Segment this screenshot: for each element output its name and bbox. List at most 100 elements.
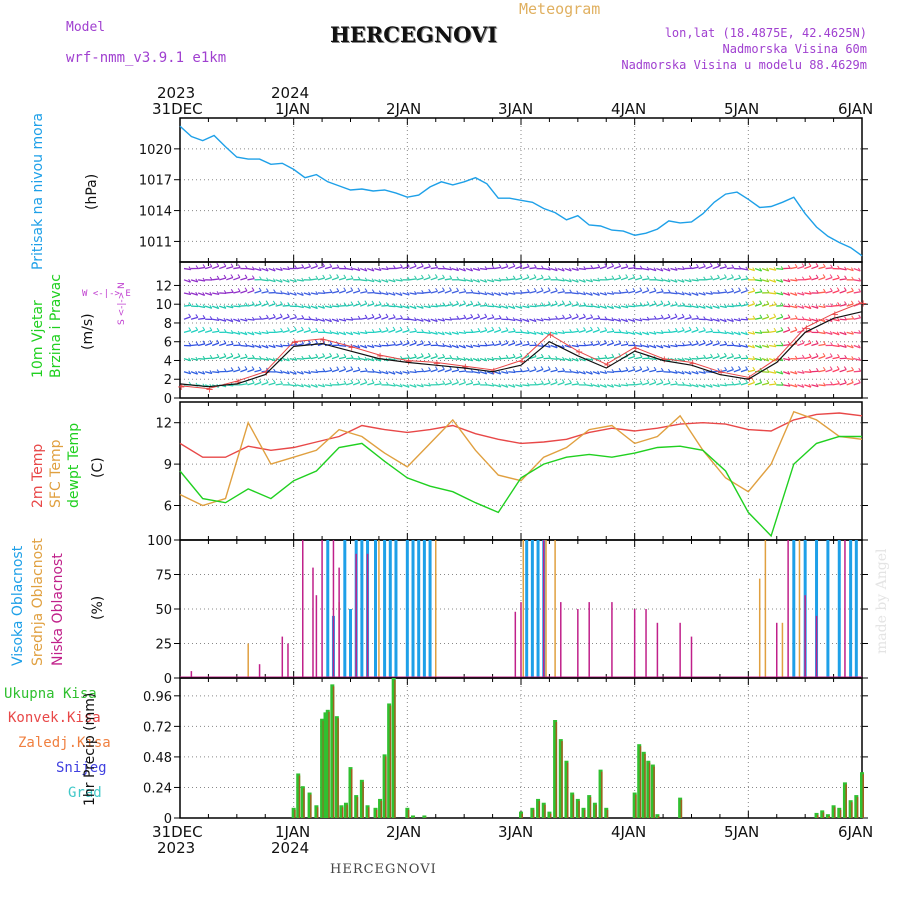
wind-barb: [437, 331, 445, 336]
wind-barb: [324, 305, 332, 309]
wind-barb: [183, 371, 191, 375]
wind-barb: [310, 318, 318, 322]
precip-bar: [339, 805, 344, 818]
wind-barb-flag: [477, 327, 481, 332]
wind-barb: [712, 305, 720, 309]
wind-barb-flag: [660, 344, 664, 349]
wind-barb: [451, 267, 459, 272]
wind-barb-flag: [413, 383, 417, 388]
wind-barb: [430, 290, 438, 294]
wind-barb-flag: [773, 266, 777, 271]
wind-barb: [494, 279, 502, 282]
wind-barb: [423, 384, 431, 387]
wind-barb: [585, 316, 593, 320]
wind-barb-flag: [414, 328, 417, 332]
wind-barb: [444, 278, 452, 281]
wind-barb-flag: [202, 370, 206, 375]
wind-barb: [402, 342, 410, 347]
wind-barb: [825, 267, 833, 270]
wind-barb: [740, 267, 748, 271]
wind-barb-flag: [329, 318, 332, 322]
wind-barb-flag: [378, 301, 382, 305]
wind-barb-flag: [470, 289, 474, 293]
wind-barb-flag: [512, 262, 516, 267]
wind-barb-flag: [759, 356, 763, 361]
wind-barb: [515, 384, 523, 388]
wind-barb-flag: [519, 383, 523, 387]
wind-barb: [536, 356, 544, 360]
wind-barb-flag: [286, 370, 290, 375]
wind-barb: [296, 343, 304, 347]
precip-bar: [837, 807, 842, 818]
wind-barb-flag: [230, 330, 234, 334]
wind-barb-flag: [406, 370, 410, 374]
wind-barb: [536, 290, 544, 294]
wind-barb: [423, 331, 431, 335]
wind-barb: [233, 318, 241, 323]
wind-barb: [367, 267, 375, 272]
wind-barb-flag: [195, 370, 199, 375]
wind-barb-flag: [745, 287, 748, 291]
wind-barb: [797, 384, 805, 388]
wind-barb-flag: [738, 274, 742, 279]
wind-barb-flag: [526, 367, 530, 371]
wind-barb-flag: [357, 330, 361, 335]
wind-barb: [240, 331, 248, 336]
wind-barb: [268, 279, 276, 283]
wind-barb: [853, 331, 861, 334]
wind-barb-flag: [794, 292, 798, 296]
wind-barb: [550, 381, 558, 386]
wind-barb: [783, 305, 791, 308]
wind-barb-flag: [371, 300, 375, 305]
wind-barb-flag: [703, 316, 707, 320]
wind-ytick-label: 12: [155, 279, 172, 294]
precip-bar-inner: [310, 794, 312, 818]
wind-barb: [233, 305, 241, 308]
wind-barb: [317, 318, 325, 322]
wind-barb-flag: [456, 267, 460, 271]
wind-barb: [310, 356, 318, 360]
model-label: Model: [66, 20, 106, 35]
wind-barb: [261, 317, 269, 320]
wind-barb-flag: [717, 274, 720, 279]
wind-barb: [705, 356, 713, 360]
wind-barb: [226, 276, 234, 281]
wind-barb: [247, 267, 255, 271]
wind-barb: [282, 292, 290, 296]
wind-barb: [754, 317, 763, 320]
wind-barb: [183, 304, 192, 307]
wind-barb: [761, 279, 770, 283]
wind-barb: [522, 331, 530, 335]
wind-barb-flag: [350, 275, 354, 279]
wind-barb: [804, 292, 812, 295]
wind-barb-flag: [477, 357, 481, 362]
wind-barb-flag: [300, 292, 304, 296]
wind-barb: [430, 355, 438, 360]
wind-barb: [585, 279, 593, 283]
wind-barb: [790, 292, 798, 296]
wind-barb-flag: [858, 367, 862, 372]
wind-barb-flag: [301, 383, 304, 388]
wind-barb: [367, 279, 375, 283]
wind-barb-flag: [230, 352, 234, 357]
wind-barb-flag: [822, 352, 826, 357]
wind-barb: [247, 368, 255, 373]
wind-barb: [818, 343, 826, 347]
wind-ytick-label: 2: [164, 373, 172, 388]
wind-barb: [529, 290, 537, 294]
precip-grad-label: Grad: [68, 785, 102, 801]
wind-barb-flag: [301, 264, 305, 268]
wind-barb-flag: [794, 263, 798, 268]
wind-barb-flag: [336, 381, 340, 386]
precip-bar-inner: [389, 705, 392, 818]
wind-barb: [275, 344, 283, 348]
wind-barb-flag: [202, 292, 206, 296]
wind-barb-flag: [780, 291, 784, 295]
wind-barb: [726, 318, 734, 323]
wind-barb-flag: [223, 317, 227, 322]
wind-barb-flag: [752, 330, 756, 335]
wind-barb-flag: [512, 353, 516, 358]
wind-barb-flag: [766, 379, 770, 384]
wind-barb-flag: [836, 287, 840, 291]
wind-barb-flag: [286, 357, 290, 362]
